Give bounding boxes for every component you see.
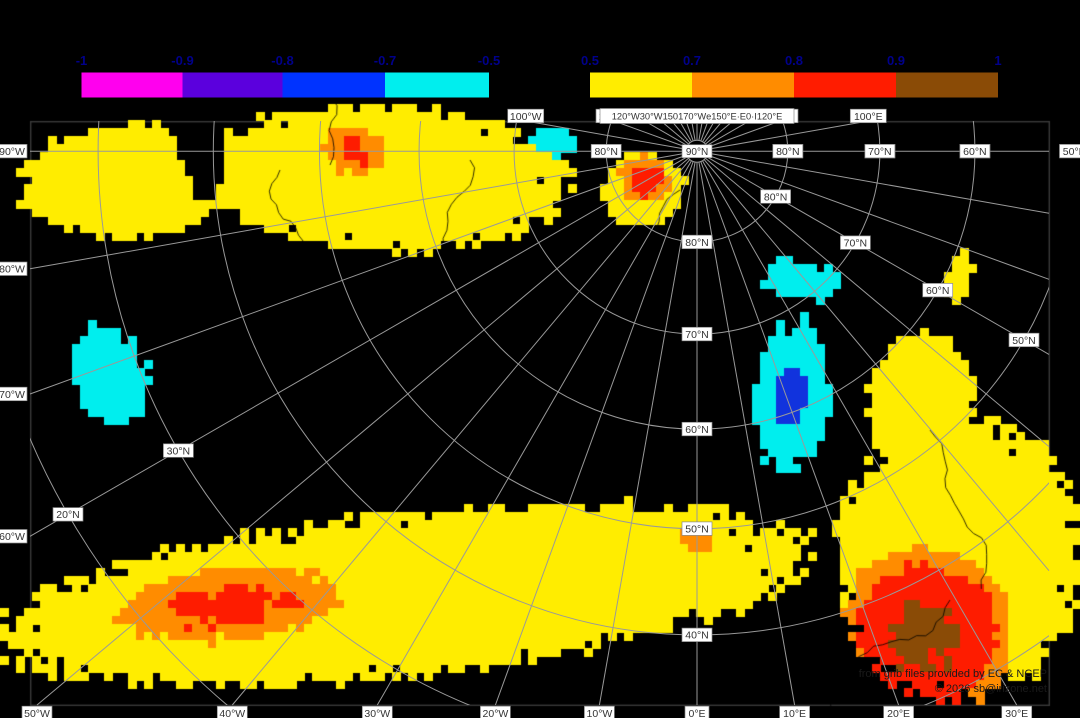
svg-text:70°N: 70°N [868,146,891,158]
svg-text:10°W: 10°W [587,708,613,718]
svg-text:© 2026 sb@irizone.net: © 2026 sb@irizone.net [935,683,1047,695]
svg-text:from grib files provided by EC: from grib files provided by EC & NCEP [859,668,1047,680]
svg-text:50°N: 50°N [1063,146,1080,158]
svg-text:40°W: 40°W [219,708,245,718]
svg-text:-0.8: -0.8 [271,53,293,68]
svg-text:70°W: 70°W [0,389,25,401]
svg-text:0.5: 0.5 [581,53,599,68]
svg-text:60°N: 60°N [926,285,949,297]
svg-text:10°E: 10°E [783,708,806,718]
svg-text:70°N: 70°N [685,329,708,341]
svg-text:50°W: 50°W [24,708,50,718]
svg-text:50°N: 50°N [685,524,708,536]
svg-text:0.9: 0.9 [887,53,905,68]
svg-text:60°W: 60°W [0,531,25,543]
svg-text:80°W: 80°W [0,264,25,276]
svg-text:30°N: 30°N [167,445,190,457]
svg-text:30°E: 30°E [1005,708,1028,718]
svg-text:90°W: 90°W [0,146,25,158]
svg-text:30°W: 30°W [364,708,390,718]
svg-text:60°N: 60°N [685,424,708,436]
svg-text:-1: -1 [76,53,88,68]
svg-text:50°N: 50°N [1012,335,1035,347]
svg-text:60°N: 60°N [963,146,986,158]
svg-text:20°N: 20°N [56,509,79,521]
svg-text:40°N: 40°N [685,630,708,642]
svg-text:120°W30°W150170°Wе150°E·E0·I12: 120°W30°W150170°Wе150°E·E0·I120°E [612,112,783,122]
svg-text:0°E: 0°E [688,708,705,718]
svg-text:1: 1 [994,53,1001,68]
svg-text:100°E: 100°E [854,111,883,123]
svg-text:80°N: 80°N [776,146,799,158]
svg-text:20°E: 20°E [887,708,910,718]
svg-text:100°W: 100°W [510,111,542,123]
svg-text:0.7: 0.7 [683,53,701,68]
svg-text:0.8: 0.8 [785,53,803,68]
svg-text:80°N: 80°N [594,146,617,158]
svg-text:20°W: 20°W [483,708,509,718]
svg-text:90°N: 90°N [686,147,708,158]
svg-text:80°N: 80°N [764,191,787,203]
svg-text:-0.7: -0.7 [374,53,396,68]
svg-text:-0.9: -0.9 [171,53,193,68]
svg-text:70°N: 70°N [844,238,867,250]
svg-text:-0.5: -0.5 [478,53,500,68]
svg-text:80°N: 80°N [685,237,708,249]
